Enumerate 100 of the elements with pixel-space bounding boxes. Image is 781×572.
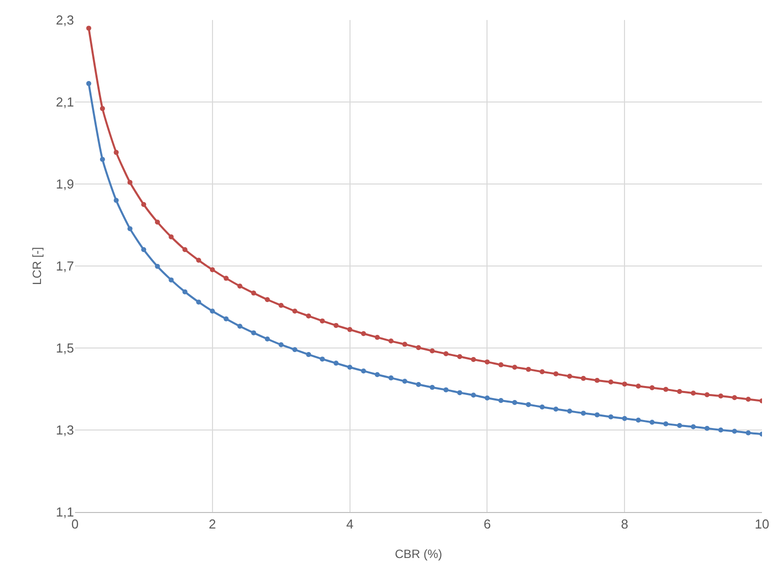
point bbox=[526, 402, 531, 408]
point bbox=[663, 421, 668, 426]
y-tick-label: 1,9 bbox=[56, 176, 74, 192]
point bbox=[690, 390, 696, 396]
point bbox=[690, 424, 696, 430]
y-tick-label: 1,5 bbox=[56, 340, 74, 356]
point bbox=[306, 314, 312, 319]
point bbox=[264, 336, 270, 342]
x-axis-title: CBR (%) bbox=[394, 547, 442, 561]
point bbox=[746, 396, 751, 402]
point bbox=[278, 342, 284, 348]
point bbox=[608, 414, 614, 420]
point bbox=[374, 372, 380, 378]
point bbox=[347, 327, 352, 332]
point bbox=[100, 106, 105, 112]
point bbox=[402, 378, 408, 384]
point bbox=[361, 368, 366, 374]
point bbox=[320, 318, 325, 324]
point bbox=[292, 308, 298, 314]
y-tick-label: 2,3 bbox=[56, 12, 74, 28]
point bbox=[470, 392, 476, 398]
x-tick-label: 6 bbox=[484, 516, 491, 532]
point bbox=[361, 331, 366, 336]
point bbox=[457, 354, 462, 360]
point bbox=[182, 289, 188, 294]
point bbox=[334, 322, 339, 328]
point bbox=[182, 247, 188, 252]
point bbox=[114, 150, 119, 155]
point bbox=[594, 412, 600, 418]
point bbox=[251, 330, 256, 336]
point bbox=[443, 351, 448, 356]
y-tick-label: 1,3 bbox=[56, 422, 74, 438]
point bbox=[540, 369, 545, 374]
point bbox=[127, 226, 132, 232]
point bbox=[278, 302, 284, 308]
point bbox=[347, 364, 352, 370]
point bbox=[237, 324, 242, 329]
point bbox=[292, 347, 298, 352]
point bbox=[388, 375, 394, 380]
point bbox=[498, 362, 504, 368]
point bbox=[622, 416, 628, 422]
x-tick-label: 2 bbox=[208, 516, 216, 532]
point bbox=[553, 406, 558, 412]
point bbox=[224, 316, 229, 322]
point bbox=[86, 26, 92, 31]
point bbox=[470, 356, 476, 362]
point bbox=[416, 382, 421, 387]
point bbox=[498, 398, 504, 403]
point bbox=[210, 308, 215, 314]
x-tick-label: 8 bbox=[620, 516, 628, 532]
point bbox=[718, 428, 724, 432]
point bbox=[718, 393, 724, 398]
point bbox=[416, 345, 421, 350]
point bbox=[168, 277, 174, 282]
point bbox=[334, 360, 339, 366]
point bbox=[196, 300, 202, 305]
point bbox=[168, 234, 174, 240]
point bbox=[526, 366, 531, 372]
x-tick-label: 4 bbox=[346, 516, 354, 532]
point bbox=[663, 386, 668, 392]
point bbox=[732, 428, 738, 434]
point bbox=[484, 396, 490, 401]
point bbox=[650, 385, 655, 390]
point bbox=[430, 348, 435, 354]
point bbox=[127, 180, 132, 185]
point bbox=[430, 384, 435, 390]
point bbox=[622, 382, 628, 387]
point bbox=[86, 81, 92, 86]
point bbox=[402, 342, 408, 347]
point bbox=[251, 290, 256, 296]
point bbox=[636, 384, 641, 389]
y-axis-title: LCR [-] bbox=[30, 246, 44, 286]
point bbox=[374, 334, 380, 340]
x-tick-label: 10 bbox=[754, 516, 770, 532]
point bbox=[677, 422, 682, 428]
point bbox=[210, 267, 215, 272]
point bbox=[732, 395, 738, 400]
point bbox=[580, 376, 586, 381]
point bbox=[567, 408, 572, 414]
point bbox=[704, 426, 710, 431]
point bbox=[141, 202, 146, 207]
point bbox=[264, 297, 270, 302]
point bbox=[608, 380, 614, 385]
y-tick-label: 1,1 bbox=[56, 504, 74, 520]
point bbox=[704, 392, 710, 398]
point bbox=[594, 378, 600, 383]
point bbox=[154, 220, 160, 225]
point bbox=[512, 400, 518, 406]
point bbox=[114, 198, 119, 203]
y-tick-label: 2,1 bbox=[56, 94, 74, 110]
point bbox=[457, 390, 462, 396]
point bbox=[650, 420, 655, 425]
point bbox=[567, 374, 572, 379]
point bbox=[512, 364, 518, 370]
point bbox=[237, 284, 242, 289]
point bbox=[580, 410, 586, 416]
point bbox=[553, 371, 558, 376]
point bbox=[443, 387, 448, 392]
point bbox=[100, 156, 105, 162]
point bbox=[224, 276, 229, 281]
